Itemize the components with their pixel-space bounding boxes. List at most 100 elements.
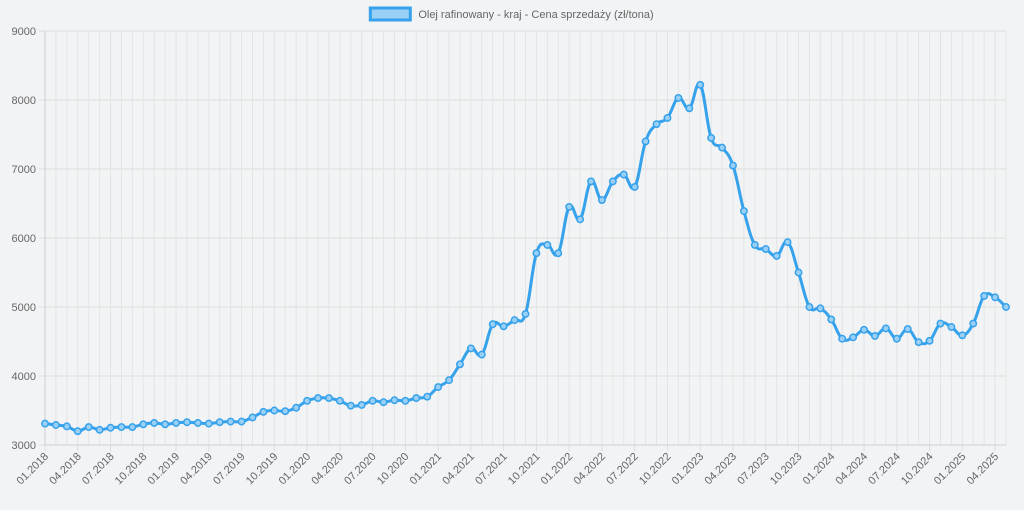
data-point[interactable]: [925, 336, 934, 345]
legend-label[interactable]: Olej rafinowany - kraj - Cena sprzedaży …: [418, 9, 653, 21]
data-point[interactable]: [172, 418, 180, 427]
data-point[interactable]: [936, 319, 945, 328]
data-point[interactable]: [95, 425, 104, 434]
data-point[interactable]: [357, 401, 366, 409]
data-point[interactable]: [161, 420, 170, 429]
data-point[interactable]: [379, 398, 388, 407]
data-point[interactable]: [991, 293, 1000, 302]
data-point[interactable]: [630, 182, 639, 191]
data-point[interactable]: [521, 309, 530, 318]
data-point[interactable]: [204, 419, 213, 428]
data-point[interactable]: [794, 268, 803, 277]
data-point[interactable]: [783, 238, 792, 247]
data-point[interactable]: [980, 292, 989, 300]
data-point[interactable]: [128, 423, 137, 432]
data-point[interactable]: [477, 350, 486, 359]
data-point[interactable]: [805, 303, 814, 311]
data-point[interactable]: [488, 320, 497, 329]
data-point[interactable]: [587, 177, 595, 186]
data-point[interactable]: [117, 423, 126, 432]
data-point[interactable]: [215, 418, 224, 427]
data-point[interactable]: [860, 325, 868, 334]
data-point[interactable]: [139, 420, 148, 429]
data-point[interactable]: [499, 322, 508, 331]
data-point[interactable]: [892, 334, 901, 343]
data-point[interactable]: [226, 417, 235, 426]
data-point[interactable]: [696, 80, 705, 89]
data-point[interactable]: [303, 396, 312, 405]
data-point[interactable]: [183, 418, 191, 427]
data-point[interactable]: [739, 207, 748, 216]
data-point[interactable]: [41, 419, 49, 428]
data-point[interactable]: [412, 394, 421, 403]
data-point[interactable]: [761, 245, 770, 253]
data-point[interactable]: [554, 249, 563, 258]
legend-swatch[interactable]: [368, 6, 412, 22]
data-point[interactable]: [685, 104, 694, 113]
data-point[interactable]: [729, 161, 737, 170]
data-point[interactable]: [73, 427, 82, 436]
data-point[interactable]: [663, 113, 672, 122]
data-point[interactable]: [423, 392, 432, 401]
data-point[interactable]: [947, 323, 956, 331]
data-point[interactable]: [150, 418, 159, 427]
data-point[interactable]: [750, 240, 759, 249]
data-point[interactable]: [324, 394, 333, 403]
data-point[interactable]: [608, 177, 617, 186]
data-point[interactable]: [576, 215, 585, 224]
data-point[interactable]: [368, 396, 377, 405]
data-point[interactable]: [281, 407, 290, 416]
data-point[interactable]: [707, 134, 716, 142]
data-point[interactable]: [510, 316, 519, 325]
grid: [44, 30, 1007, 446]
data-point[interactable]: [1002, 303, 1010, 311]
data-point[interactable]: [958, 331, 967, 340]
data-point[interactable]: [718, 143, 727, 152]
axes: 300040005000600070008000900001.201804.20…: [12, 26, 1006, 487]
data-point[interactable]: [816, 304, 825, 313]
data-point[interactable]: [51, 421, 60, 429]
data-point[interactable]: [772, 251, 781, 260]
data-point[interactable]: [106, 423, 115, 432]
data-point[interactable]: [903, 325, 912, 334]
y-tick-label: 5000: [12, 302, 36, 314]
data-point[interactable]: [597, 196, 606, 205]
data-point[interactable]: [434, 383, 443, 391]
data-point[interactable]: [466, 344, 475, 353]
data-point[interactable]: [248, 413, 257, 422]
data-point[interactable]: [652, 120, 661, 129]
data-point[interactable]: [346, 401, 355, 410]
data-point[interactable]: [292, 403, 301, 412]
data-point[interactable]: [84, 423, 93, 432]
data-point[interactable]: [532, 249, 541, 258]
y-tick-label: 9000: [12, 26, 36, 38]
data-point[interactable]: [969, 319, 978, 328]
x-tick-label: 04.2020: [309, 451, 346, 488]
data-point[interactable]: [838, 334, 847, 343]
data-point[interactable]: [871, 332, 879, 340]
data-point[interactable]: [314, 394, 322, 403]
data-point[interactable]: [641, 137, 650, 146]
data-point[interactable]: [390, 396, 399, 405]
data-point[interactable]: [543, 240, 552, 249]
legend[interactable]: Olej rafinowany - kraj - Cena sprzedaży …: [368, 6, 654, 22]
data-point[interactable]: [565, 203, 574, 211]
x-tick-label: 04.2024: [834, 451, 871, 488]
data-point[interactable]: [674, 93, 683, 102]
x-tick-label: 04.2023: [703, 451, 740, 488]
data-point[interactable]: [270, 406, 279, 415]
data-point[interactable]: [881, 324, 890, 333]
data-point[interactable]: [259, 407, 268, 416]
data-point[interactable]: [237, 417, 246, 426]
data-point[interactable]: [619, 170, 628, 179]
data-point[interactable]: [827, 315, 836, 324]
data-point[interactable]: [335, 396, 344, 405]
data-point[interactable]: [62, 422, 71, 431]
data-point[interactable]: [456, 360, 464, 369]
data-point[interactable]: [445, 376, 454, 385]
data-point[interactable]: [849, 333, 858, 342]
data-point[interactable]: [914, 338, 923, 347]
data-point[interactable]: [401, 396, 410, 405]
data-point[interactable]: [193, 418, 202, 427]
series-layer: [41, 80, 1010, 436]
